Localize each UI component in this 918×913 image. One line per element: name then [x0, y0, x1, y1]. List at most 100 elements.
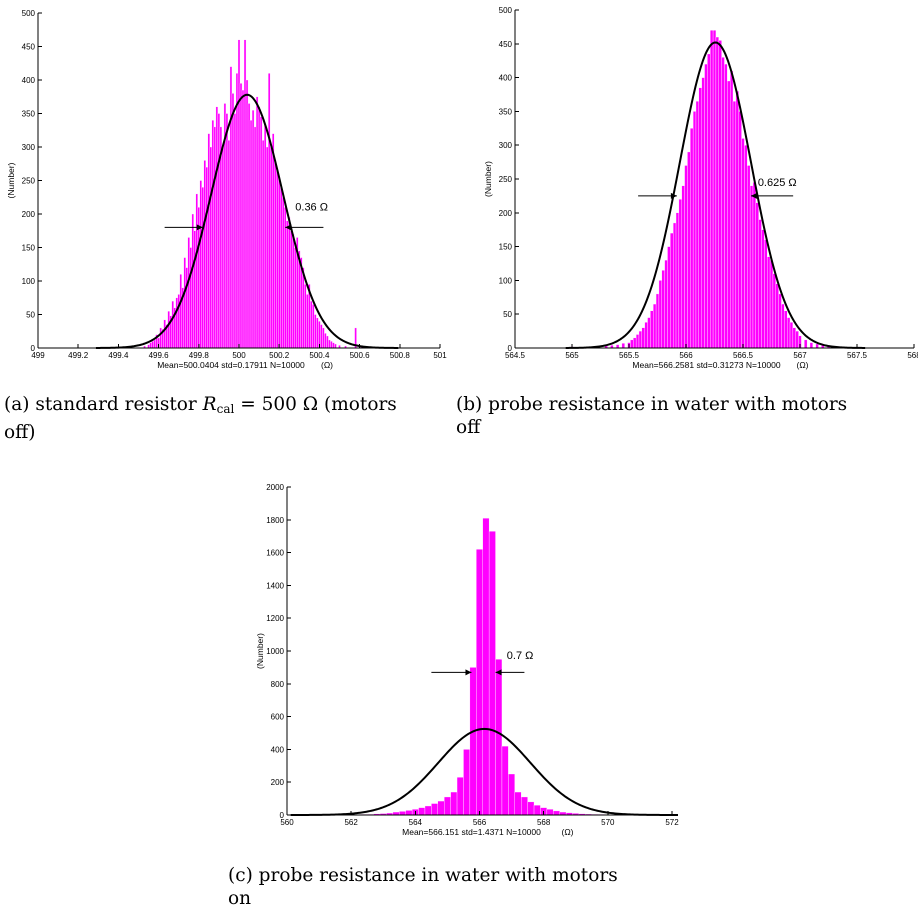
histogram-bar: [418, 807, 426, 816]
histogram-bar: [650, 310, 654, 349]
y-tick-label: 450: [22, 43, 36, 52]
y-tick-label: 150: [22, 244, 36, 253]
histogram-chart-b: 564.5 565 565.5 566 566.5 567 567.5 568 0 50 100 15…: [483, 6, 918, 370]
histogram-bar: [324, 333, 327, 349]
histogram-bar: [735, 90, 739, 349]
histogram-bar: [259, 116, 263, 349]
histogram-bar: [476, 549, 483, 816]
histogram-bar: [692, 111, 697, 349]
x-tick-label: 500.4: [309, 351, 330, 360]
histogram-bar: [514, 791, 522, 816]
x-axis-unit-label: (Ω): [561, 827, 573, 837]
histogram-bar: [163, 319, 166, 349]
histogram-bar: [738, 111, 742, 349]
x-tick-label: 500.6: [350, 351, 371, 360]
histogram-bar: [195, 193, 198, 349]
histogram-bar: [189, 247, 192, 349]
x-tick-label: 501: [433, 351, 447, 360]
x-tick-label: 568: [907, 351, 918, 360]
histogram-bar: [280, 187, 283, 349]
histogram-bar: [215, 106, 219, 349]
caption-a-line2: off): [4, 422, 36, 443]
y-tick-label: 400: [271, 745, 285, 754]
x-tick-label: 572: [665, 818, 679, 827]
histogram-bar: [698, 87, 702, 349]
histogram-bar: [322, 327, 325, 349]
histogram-bar: [755, 202, 759, 349]
histogram-bar: [251, 109, 255, 349]
histogram-bar: [661, 270, 665, 349]
caption-c-line2: on: [228, 888, 252, 909]
histogram-bar: [501, 745, 509, 816]
y-tick-label: 250: [22, 177, 36, 186]
histogram-bar: [724, 63, 728, 349]
histogram-bar: [159, 327, 162, 349]
histogram-bar: [641, 327, 645, 349]
histogram-bar: [326, 335, 329, 349]
histogram-bar: [257, 106, 261, 349]
caption-a-line1: (a) standard resistor Rcal = 500 Ω (moto…: [4, 394, 397, 416]
histogram-bar: [314, 314, 317, 349]
histogram-bar: [271, 133, 275, 349]
histogram-bar: [424, 805, 432, 816]
histogram-bar: [712, 30, 717, 349]
histogram-bar: [644, 322, 648, 349]
histogram-bar: [784, 310, 788, 349]
x-tick-label: 566.5: [733, 351, 754, 360]
histogram-bar: [781, 303, 785, 349]
histogram-bar: [269, 146, 273, 349]
arrow-head: [750, 192, 757, 199]
histogram-bar: [469, 667, 477, 816]
width-annotation: 0.36 Ω: [295, 202, 328, 214]
y-tick-label: 300: [499, 141, 513, 150]
histogram-bar: [247, 103, 251, 349]
x-tick-label: 500.8: [390, 351, 411, 360]
histogram-bar: [630, 339, 634, 349]
histogram-bar: [221, 146, 225, 349]
x-tick-label: 500.2: [269, 351, 290, 360]
histogram-bar: [276, 170, 279, 349]
histogram-bar: [521, 796, 528, 816]
histogram-bar: [151, 341, 154, 349]
chart-panel-b: 564.5 565 565.5 566 566.5 567 567.5 568 0 50 100 15…: [455, 0, 918, 380]
histogram-bar: [658, 280, 662, 349]
histogram-bar: [278, 176, 281, 349]
x-tick-label: 499.2: [68, 351, 89, 360]
histogram-bar: [316, 317, 319, 349]
y-tick-label: 1400: [266, 581, 284, 590]
chart-panel-a: 499 499.2 499.4 499.6 499.8 500 500.2 500.4 500.…: [0, 0, 455, 380]
histogram-bar: [533, 804, 541, 816]
y-tick-label: 500: [22, 9, 36, 18]
x-tick-label: 565.5: [619, 351, 640, 360]
histogram-bar: [312, 304, 315, 349]
histogram-bar: [225, 113, 229, 349]
y-tick-label: 1200: [266, 614, 284, 623]
histogram-bar: [752, 182, 757, 349]
histogram-bar: [809, 342, 814, 349]
y-tick-label: 200: [499, 209, 513, 218]
y-tick-label: 250: [499, 175, 513, 184]
histogram-bar: [758, 219, 762, 349]
caption-c-line1: (c) probe resistance in water with motor…: [228, 865, 618, 886]
histogram-bar: [306, 294, 309, 349]
histogram-bar: [727, 80, 731, 349]
histogram-bar: [153, 339, 156, 349]
y-axis-label: (Number): [483, 161, 493, 197]
histogram-bar: [431, 803, 438, 816]
histogram-bar: [330, 341, 333, 349]
histogram-bar: [263, 123, 267, 349]
arrow-head: [196, 224, 203, 231]
histogram-bar: [456, 777, 464, 816]
histogram-bar: [286, 220, 289, 349]
histogram-bar: [175, 297, 178, 349]
histogram-bar: [229, 66, 233, 349]
histogram-bar: [199, 180, 202, 349]
histogram-bar: [678, 199, 682, 349]
histogram-bar: [243, 39, 247, 349]
x-tick-label: 567.5: [847, 351, 868, 360]
caption-b-line2: off: [456, 417, 481, 438]
x-axis-unit-label: (Ω): [796, 360, 808, 370]
y-tick-label: 400: [499, 74, 513, 83]
histogram-bar: [288, 217, 291, 349]
histogram-bar: [294, 247, 297, 349]
